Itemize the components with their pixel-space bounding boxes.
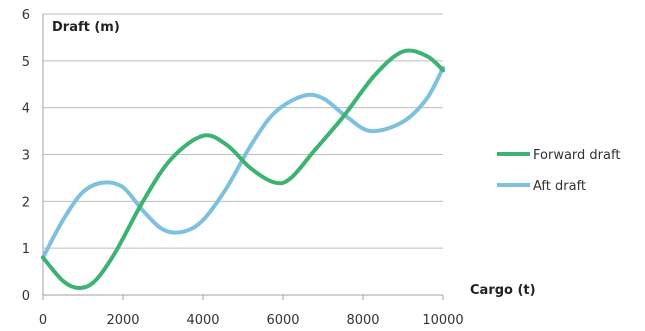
legend-label-aft-draft: Aft draft <box>533 179 586 194</box>
series-layer <box>41 48 445 290</box>
y-tick-label-0: 0 <box>22 289 30 304</box>
y-tick-label-1: 1 <box>22 242 30 257</box>
series-line-aft-draft <box>41 65 445 260</box>
series-line-forward-draft <box>41 48 445 290</box>
y-tick-label-2: 2 <box>22 195 30 210</box>
y-tick-label-5: 5 <box>22 55 30 70</box>
axes: 0 1 2 3 4 5 6 0 2000 4000 6000 8000 10000 <box>22 8 464 328</box>
x-tick-label-0: 0 <box>39 313 47 328</box>
x-tick-label-4000: 4000 <box>186 313 219 328</box>
x-axis-title: Cargo (t) <box>470 283 536 298</box>
legend-item-forward-draft: Forward draft <box>497 148 620 163</box>
x-tick-label-10000: 10000 <box>422 313 463 328</box>
legend-label-forward-draft: Forward draft <box>533 148 620 163</box>
x-tick-label-6000: 6000 <box>266 313 299 328</box>
y-tick-label-6: 6 <box>22 8 30 23</box>
legend-item-aft-draft: Aft draft <box>497 179 586 194</box>
y-axis-title: Draft (m) <box>52 20 120 35</box>
x-tick-label-2000: 2000 <box>106 313 139 328</box>
y-tick-label-3: 3 <box>22 149 30 164</box>
gridlines <box>43 13 443 249</box>
y-tick-label-4: 4 <box>22 102 30 117</box>
legend: Forward draft Aft draft <box>497 148 620 194</box>
x-tick-label-8000: 8000 <box>346 313 379 328</box>
